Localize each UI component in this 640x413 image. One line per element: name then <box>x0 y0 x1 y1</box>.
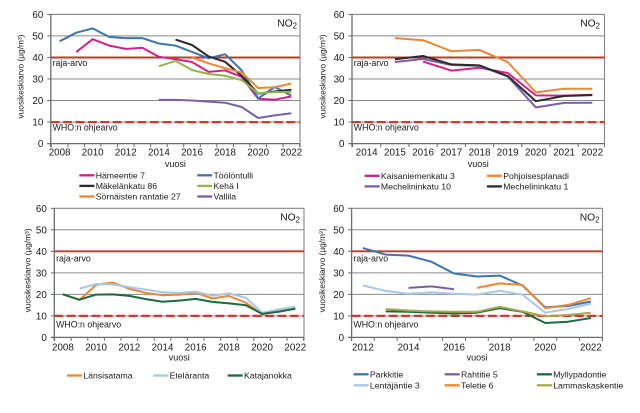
svg-text:vuosi: vuosi <box>169 353 190 363</box>
svg-text:60: 60 <box>334 10 345 21</box>
svg-text:50: 50 <box>333 225 344 236</box>
svg-text:10: 10 <box>334 118 345 129</box>
svg-text:10: 10 <box>36 311 47 322</box>
svg-text:2022: 2022 <box>284 342 306 353</box>
svg-text:60: 60 <box>32 10 43 21</box>
svg-text:WHO:n ohjearvo: WHO:n ohjearvo <box>56 319 121 329</box>
svg-text:2017: 2017 <box>440 148 462 159</box>
svg-text:WHO:n ohjearvo: WHO:n ohjearvo <box>53 123 118 133</box>
svg-text:vuosikeskiarvo (µg/m³): vuosikeskiarvo (µg/m³) <box>318 34 327 118</box>
svg-text:2022: 2022 <box>280 148 302 159</box>
svg-text:2018: 2018 <box>214 148 236 159</box>
svg-text:2020: 2020 <box>525 148 547 159</box>
svg-text:Teletie 6: Teletie 6 <box>461 381 494 391</box>
svg-text:Lentäjäntie 3: Lentäjäntie 3 <box>370 381 420 391</box>
svg-text:Länsisatama: Länsisatama <box>83 371 132 381</box>
svg-text:10: 10 <box>32 118 43 129</box>
svg-text:20: 20 <box>32 96 43 107</box>
svg-text:40: 40 <box>333 247 344 258</box>
svg-text:2015: 2015 <box>384 148 406 159</box>
svg-text:Pohjoisesplanadi: Pohjoisesplanadi <box>503 171 569 181</box>
svg-text:2014: 2014 <box>152 342 174 353</box>
svg-text:Eteläranta: Eteläranta <box>170 371 210 381</box>
svg-text:50: 50 <box>36 225 47 236</box>
svg-text:60: 60 <box>333 204 344 215</box>
svg-text:2016: 2016 <box>181 148 203 159</box>
svg-text:Parkkitie: Parkkitie <box>370 370 403 380</box>
svg-text:40: 40 <box>36 247 47 258</box>
svg-text:2018: 2018 <box>469 148 491 159</box>
svg-text:0: 0 <box>41 333 47 344</box>
svg-text:Sörnäisten rantatie 27: Sörnäisten rantatie 27 <box>96 192 181 202</box>
svg-text:raja-arvo: raja-arvo <box>56 254 91 264</box>
svg-text:2008: 2008 <box>52 342 74 353</box>
svg-text:2014: 2014 <box>398 342 420 353</box>
svg-text:Katajanokka: Katajanokka <box>244 371 292 381</box>
svg-text:WHO:n ohjearvo: WHO:n ohjearvo <box>354 123 419 133</box>
svg-text:Kehä I: Kehä I <box>214 181 239 191</box>
svg-text:30: 30 <box>334 75 345 86</box>
svg-text:2020: 2020 <box>247 148 269 159</box>
svg-text:Mäkelänkatu 86: Mäkelänkatu 86 <box>96 181 158 191</box>
svg-text:Myllypadontie: Myllypadontie <box>553 370 606 380</box>
svg-text:20: 20 <box>334 96 345 107</box>
svg-text:30: 30 <box>32 75 43 86</box>
svg-text:2016: 2016 <box>443 342 465 353</box>
svg-text:vuosi: vuosi <box>468 159 489 169</box>
svg-text:Vallila: Vallila <box>214 192 237 202</box>
svg-text:2010: 2010 <box>82 148 104 159</box>
svg-text:Rahtitie 5: Rahtitie 5 <box>461 370 498 380</box>
svg-text:30: 30 <box>36 268 47 279</box>
svg-text:2012: 2012 <box>352 342 374 353</box>
svg-text:2012: 2012 <box>118 342 140 353</box>
svg-text:NO2: NO2 <box>580 213 600 225</box>
svg-text:50: 50 <box>334 31 345 42</box>
svg-text:10: 10 <box>333 311 344 322</box>
svg-text:2014: 2014 <box>356 148 378 159</box>
svg-text:2019: 2019 <box>497 148 519 159</box>
svg-text:vuosi: vuosi <box>165 159 186 169</box>
svg-text:vuosi: vuosi <box>467 353 488 363</box>
svg-text:60: 60 <box>36 204 47 215</box>
svg-text:NO2: NO2 <box>277 19 297 31</box>
svg-text:30: 30 <box>333 268 344 279</box>
svg-text:2021: 2021 <box>553 148 575 159</box>
svg-text:2022: 2022 <box>581 148 603 159</box>
svg-text:Mechelininkatu 1: Mechelininkatu 1 <box>503 182 568 192</box>
svg-text:2016: 2016 <box>412 148 434 159</box>
svg-text:2018: 2018 <box>489 342 511 353</box>
svg-text:WHO:n ohjearvo: WHO:n ohjearvo <box>353 319 418 329</box>
svg-text:2014: 2014 <box>148 148 170 159</box>
svg-text:NO2: NO2 <box>280 213 300 225</box>
svg-text:20: 20 <box>333 290 344 301</box>
svg-text:raja-arvo: raja-arvo <box>53 58 88 68</box>
svg-text:20: 20 <box>36 290 47 301</box>
svg-text:2010: 2010 <box>85 342 107 353</box>
svg-text:NO2: NO2 <box>580 19 600 31</box>
svg-text:50: 50 <box>32 31 43 42</box>
svg-text:2018: 2018 <box>218 342 240 353</box>
svg-text:2020: 2020 <box>534 342 556 353</box>
svg-text:40: 40 <box>32 53 43 64</box>
svg-text:Mechelininkatu 10: Mechelininkatu 10 <box>381 182 451 192</box>
svg-text:0: 0 <box>339 139 345 150</box>
svg-text:40: 40 <box>334 53 345 64</box>
svg-text:2012: 2012 <box>115 148 137 159</box>
svg-text:2020: 2020 <box>251 342 273 353</box>
svg-text:vuosikeskiarvo (µg/m³): vuosikeskiarvo (µg/m³) <box>17 34 26 118</box>
svg-text:Hämeentie 7: Hämeentie 7 <box>96 171 145 181</box>
svg-text:raja-arvo: raja-arvo <box>353 254 388 264</box>
svg-text:vuosikeskiarvo (µg/m³): vuosikeskiarvo (µg/m³) <box>24 228 33 312</box>
svg-text:Töölöntulli: Töölöntulli <box>214 171 254 181</box>
svg-text:Kaisaniemenkatu 3: Kaisaniemenkatu 3 <box>381 171 455 181</box>
svg-text:2022: 2022 <box>580 342 602 353</box>
svg-text:raja-arvo: raja-arvo <box>354 58 389 68</box>
svg-text:2008: 2008 <box>49 148 71 159</box>
svg-text:0: 0 <box>339 333 345 344</box>
svg-text:0: 0 <box>38 139 44 150</box>
svg-text:vuosikeskiarvo (µg/m³): vuosikeskiarvo (µg/m³) <box>318 228 327 312</box>
svg-text:2016: 2016 <box>185 342 207 353</box>
svg-text:Lammaskaskentie: Lammaskaskentie <box>553 381 623 391</box>
